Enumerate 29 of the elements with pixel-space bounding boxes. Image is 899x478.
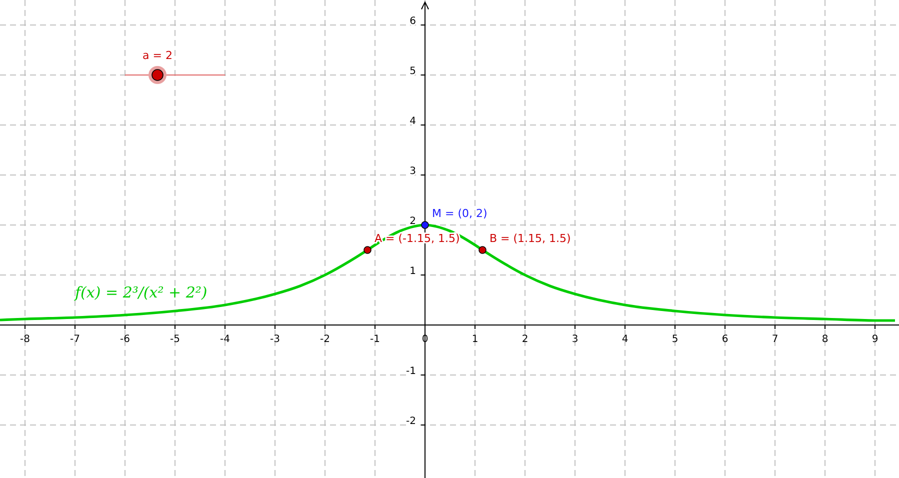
annotation: f(x) = 2³/(x² + 2²) xyxy=(74,284,208,302)
x-tick-label: 6 xyxy=(722,334,728,345)
y-tick-label: -2 xyxy=(406,416,416,427)
x-tick-label: -2 xyxy=(320,334,330,345)
y-tick-label: 2 xyxy=(410,216,416,227)
y-tick-label: 1 xyxy=(410,266,416,277)
annotation: B = (1.15, 1.5) xyxy=(490,232,571,245)
x-tick-label: -1 xyxy=(370,334,380,345)
x-tick-label: -3 xyxy=(270,334,280,345)
x-tick-label: 4 xyxy=(622,334,628,345)
x-tick-label: 2 xyxy=(522,334,528,345)
y-tick-label: 6 xyxy=(410,16,416,27)
x-tick-label: 7 xyxy=(772,334,778,345)
x-tick-label: 5 xyxy=(672,334,678,345)
x-tick-label: 3 xyxy=(572,334,578,345)
x-tick-label: 8 xyxy=(822,334,828,345)
y-tick-label: -1 xyxy=(406,366,416,377)
x-tick-label: -6 xyxy=(120,334,130,345)
annotation: M = (0, 2) xyxy=(432,207,488,220)
x-tick-label: -5 xyxy=(170,334,180,345)
x-tick-label: 1 xyxy=(472,334,478,345)
x-tick-label: -7 xyxy=(70,334,80,345)
y-tick-label: 4 xyxy=(410,116,416,127)
y-tick-label: 3 xyxy=(410,166,416,177)
x-tick-label: 9 xyxy=(872,334,878,345)
annotation: a = 2 xyxy=(142,49,172,62)
x-tick-label: -4 xyxy=(220,334,230,345)
y-tick-label: 5 xyxy=(410,66,416,77)
x-tick-label: -8 xyxy=(20,334,30,345)
